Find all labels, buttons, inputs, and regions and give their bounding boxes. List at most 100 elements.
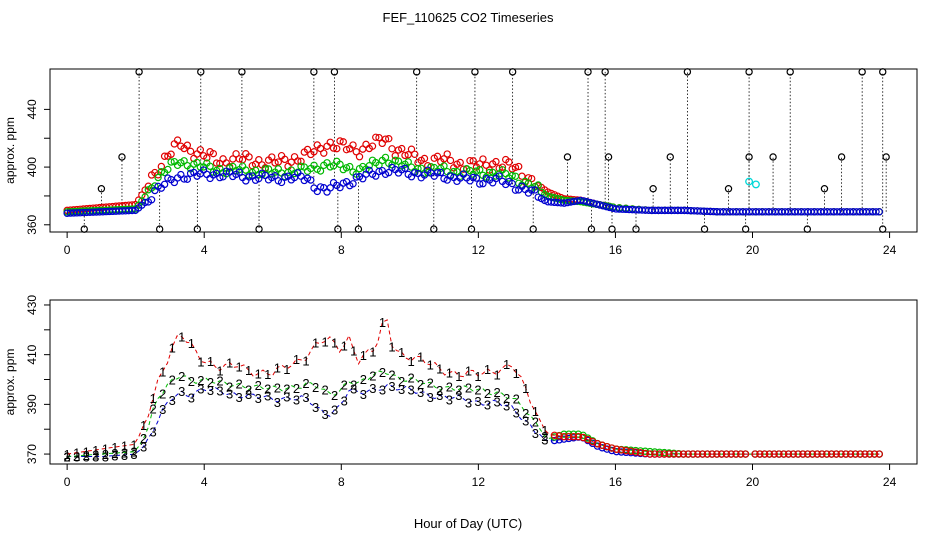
series-marker: 2 <box>150 401 157 416</box>
outlier-point <box>430 225 438 233</box>
series-marker: 2 <box>216 374 223 389</box>
series-marker: 1 <box>264 367 271 382</box>
data-point <box>511 186 520 194</box>
data-point <box>141 198 149 207</box>
outlier-point <box>118 153 126 161</box>
data-point <box>290 169 299 178</box>
series-marker: 1 <box>83 444 90 459</box>
series-marker: 3 <box>121 448 128 463</box>
series-line <box>67 370 880 457</box>
series-marker: 2 <box>140 431 147 446</box>
series-marker: 1 <box>102 442 109 457</box>
outlier-point <box>769 153 777 161</box>
data-point <box>365 162 373 170</box>
series-point <box>799 450 807 458</box>
series-point <box>760 450 769 458</box>
data-point <box>586 198 594 207</box>
outlier-point <box>601 68 609 76</box>
series-marker: 3 <box>341 393 348 408</box>
data-point <box>417 164 425 172</box>
y-tick-label: 440 <box>25 99 39 119</box>
x-tick-label: 0 <box>64 243 71 257</box>
data-point <box>203 170 211 179</box>
outlier-point <box>197 68 205 76</box>
series-marker: 3 <box>64 450 71 465</box>
series-point <box>617 446 626 454</box>
data-point <box>472 174 481 182</box>
outlier-point <box>745 153 753 161</box>
series-marker: 2 <box>503 391 510 406</box>
series-marker: 3 <box>92 450 99 465</box>
series-point <box>612 445 621 453</box>
data-point <box>320 149 328 157</box>
series-point <box>694 450 702 458</box>
outlier-point <box>879 225 887 233</box>
top-panel: 0 4 8 12 16 20 24 360 400 440 approx. ppm <box>3 68 918 257</box>
series-marker: 1 <box>474 369 481 384</box>
data-point <box>203 154 211 162</box>
series-marker: 1 <box>541 423 548 438</box>
series-marker: 1 <box>92 443 99 458</box>
figure-title: FEF_110625 CO2 Timeseries <box>383 10 554 25</box>
series-marker: 2 <box>255 378 262 393</box>
data-point <box>160 152 169 160</box>
series-marker: 1 <box>140 418 147 433</box>
series-point <box>803 450 812 458</box>
series-marker: 2 <box>436 383 443 398</box>
data-point <box>505 158 513 166</box>
series-point <box>837 450 845 458</box>
outlier-point <box>334 225 342 233</box>
data-point <box>385 134 393 143</box>
series-marker: 1 <box>407 354 414 369</box>
outlier-point <box>741 225 750 233</box>
outlier-point <box>584 68 592 76</box>
series-marker: 1 <box>159 364 166 379</box>
series-marker: 2 <box>73 449 80 464</box>
data-point <box>401 151 409 160</box>
data-point <box>872 208 880 216</box>
data-point <box>485 168 494 177</box>
outlier-point <box>879 68 887 76</box>
data-point <box>167 150 175 158</box>
series-point <box>770 450 778 458</box>
series-point <box>713 450 721 458</box>
series-marker: 3 <box>293 393 300 408</box>
series-marker: 1 <box>341 338 348 353</box>
data-point <box>385 168 393 177</box>
data-point <box>375 133 383 142</box>
series-marker: 2 <box>121 445 128 460</box>
data-point <box>173 136 182 144</box>
series-marker: 3 <box>312 400 319 415</box>
x-tick-label: 4 <box>201 243 208 257</box>
outlier-point <box>666 153 674 161</box>
data-point <box>511 172 520 180</box>
series-marker: 2 <box>417 377 424 392</box>
series-marker: 2 <box>427 375 434 390</box>
series-point <box>598 444 606 452</box>
series-marker: 1 <box>274 361 281 376</box>
data-point <box>401 164 409 173</box>
series-marker: 2 <box>407 371 414 386</box>
data-point <box>398 166 406 174</box>
data-point <box>602 202 611 211</box>
series-point <box>593 440 602 448</box>
series-marker: 2 <box>455 382 462 397</box>
series-marker: 3 <box>264 388 271 403</box>
data-point <box>183 175 192 183</box>
series-marker: 3 <box>522 413 529 428</box>
series-marker: 2 <box>111 446 118 461</box>
series-point <box>808 450 817 458</box>
data-point <box>589 199 598 208</box>
outlier-point <box>193 225 202 233</box>
series-marker: 3 <box>102 449 109 464</box>
series-point <box>674 450 683 458</box>
series-marker: 1 <box>64 447 71 462</box>
data-point <box>433 152 442 161</box>
data-point <box>349 141 357 149</box>
series-marker: 2 <box>360 372 367 387</box>
series-marker: 2 <box>493 385 500 400</box>
series-marker: 1 <box>236 360 243 375</box>
series-marker: 3 <box>360 387 367 402</box>
outlier-point <box>858 68 866 76</box>
outlier-point <box>467 225 476 233</box>
